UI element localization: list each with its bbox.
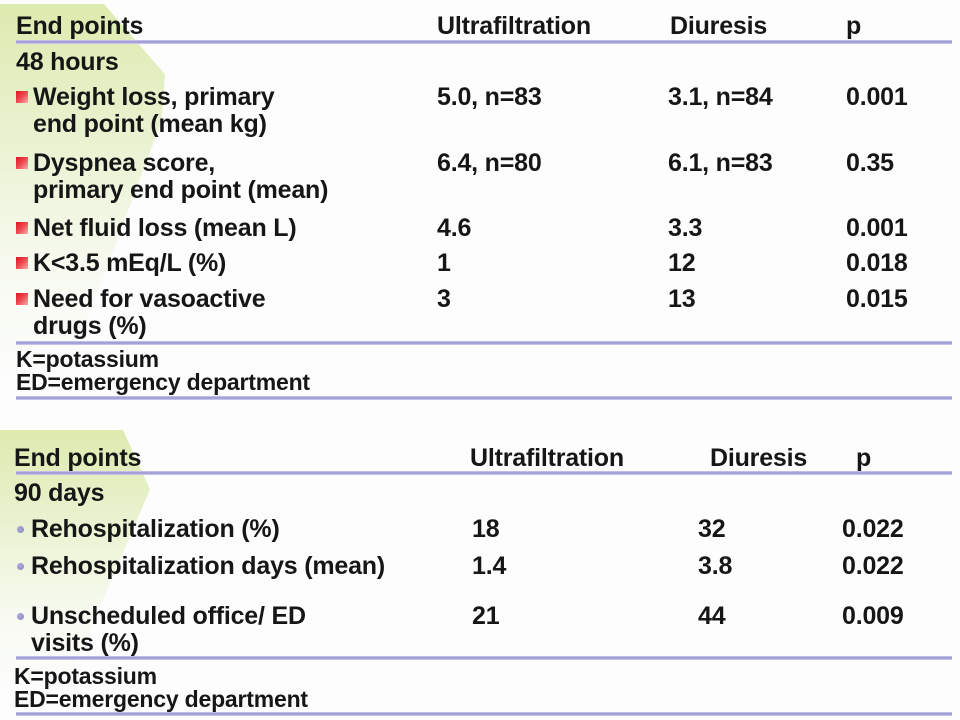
cell-diuresis: 3.8 (698, 552, 733, 580)
purple-dot-bullet-icon (17, 563, 24, 570)
cell-p: 0.022 (842, 515, 904, 543)
row-label: Rehospitalization (%) (31, 515, 280, 543)
cell-uf: 3 (437, 285, 451, 313)
cell-diuresis: 12 (668, 249, 696, 277)
cell-diuresis: 13 (668, 285, 696, 313)
footnote: K=potassium (14, 663, 157, 689)
cell-uf: 5.0, n=83 (437, 83, 542, 111)
footer-rule (16, 341, 952, 345)
cell-diuresis: 32 (698, 515, 726, 543)
section-label-period: 90 days (14, 479, 105, 507)
section-label-period: 48 hours (16, 48, 119, 76)
cell-p: 0.015 (846, 285, 908, 313)
row-label: Net fluid loss (mean L) (33, 214, 297, 242)
cell-diuresis: 44 (698, 602, 726, 630)
column-header-ultrafiltration: Ultrafiltration (470, 444, 624, 472)
column-header-diuresis: Diuresis (710, 444, 808, 472)
column-header-p: p (846, 12, 862, 40)
cell-uf: 1.4 (472, 552, 507, 580)
cell-diuresis: 3.3 (668, 214, 703, 242)
footer-rule (16, 656, 952, 660)
cell-diuresis: 6.1, n=83 (668, 149, 773, 177)
column-header-endpoints: End points (16, 12, 144, 40)
cell-diuresis: 3.1, n=84 (668, 83, 773, 111)
cell-p: 0.35 (846, 149, 894, 177)
header-rule (16, 40, 952, 44)
red-square-bullet-icon (16, 293, 28, 305)
row-label: K<3.5 mEq/L (%) (33, 249, 227, 277)
column-header-diuresis: Diuresis (670, 12, 768, 40)
row-label: Dyspnea score, primary end point (mean) (33, 149, 329, 204)
cell-p: 0.001 (846, 83, 908, 111)
cell-uf: 21 (472, 602, 500, 630)
footnote: K=potassium (16, 346, 159, 372)
row-label: Need for vasoactive drugs (%) (33, 285, 266, 340)
cell-p: 0.009 (842, 602, 904, 630)
footnote: ED=emergency department (16, 369, 310, 395)
cell-uf: 1 (437, 249, 451, 277)
cell-p: 0.018 (846, 249, 908, 277)
red-square-bullet-icon (16, 157, 28, 169)
header-rule (16, 471, 952, 475)
row-label: Weight loss, primary end point (mean kg) (33, 83, 275, 138)
row-label: Unscheduled office/ ED visits (%) (31, 602, 306, 657)
red-square-bullet-icon (16, 91, 28, 103)
column-header-ultrafiltration: Ultrafiltration (437, 12, 591, 40)
cell-uf: 18 (472, 515, 500, 543)
red-square-bullet-icon (16, 222, 28, 234)
cell-p: 0.001 (846, 214, 908, 242)
cell-uf: 4.6 (437, 214, 472, 242)
column-header-endpoints: End points (14, 444, 142, 472)
cell-uf: 6.4, n=80 (437, 149, 542, 177)
row-label: Rehospitalization days (mean) (31, 552, 385, 580)
column-header-p: p (856, 444, 872, 472)
cell-p: 0.022 (842, 552, 904, 580)
purple-dot-bullet-icon (17, 526, 24, 533)
bottom-rule (16, 712, 952, 716)
purple-dot-bullet-icon (17, 613, 24, 620)
footnote: ED=emergency department (14, 686, 308, 712)
bottom-rule (16, 396, 952, 400)
red-square-bullet-icon (16, 257, 28, 269)
